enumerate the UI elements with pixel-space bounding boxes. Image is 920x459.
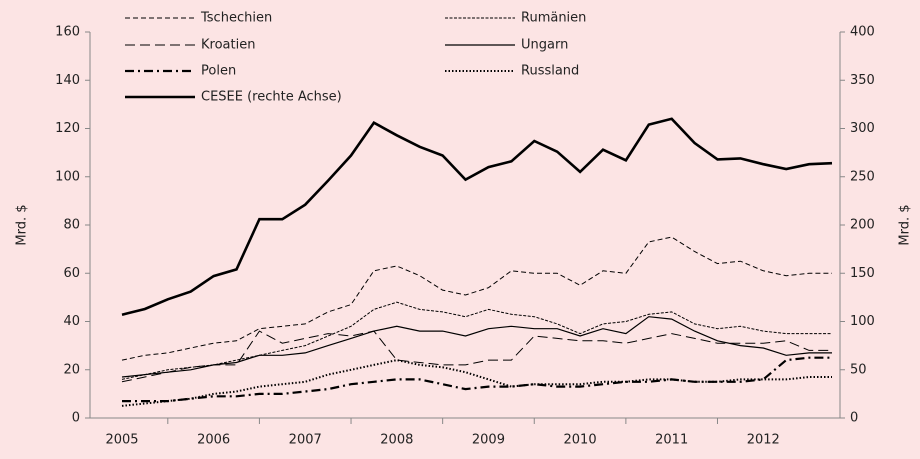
series-line (121, 236, 832, 361)
legend-label: Ungarn (521, 38, 568, 53)
y-tick-label: 0 (72, 411, 80, 426)
y2-tick-label: 50 (850, 362, 867, 377)
series-line (121, 117, 833, 316)
y2-tick-label: 400 (850, 25, 875, 40)
y-tick-label: 20 (63, 362, 80, 377)
legend-label: CESEE (rechte Achse) (201, 90, 342, 105)
x-tick-label: 2005 (105, 433, 138, 448)
y-tick-label: 40 (63, 314, 80, 329)
y-axis-label: Mrd. $ (15, 204, 30, 245)
x-tick-label: 2009 (472, 433, 505, 448)
x-tick-label: 2012 (747, 433, 780, 448)
series-line (122, 356, 832, 403)
y-tick-label: 120 (55, 121, 80, 136)
x-tick-label: 2006 (197, 433, 230, 448)
y2-tick-label: 350 (850, 73, 875, 88)
y2-tick-label: 100 (850, 314, 875, 329)
series-line (121, 301, 832, 380)
y-tick-label: 160 (55, 25, 80, 40)
series-line (121, 359, 832, 407)
y-tick-label: 100 (55, 169, 80, 184)
x-tick-label: 2010 (564, 433, 597, 448)
y2-tick-label: 250 (850, 169, 875, 184)
legend-label: Kroatien (201, 38, 255, 53)
series-line (121, 316, 832, 378)
x-tick-label: 2007 (289, 433, 322, 448)
y2-tick-label: 300 (850, 121, 875, 136)
y2-axis-label: Mrd. $ (898, 204, 913, 245)
y-tick-label: 140 (55, 73, 80, 88)
x-tick-label: 2008 (380, 433, 413, 448)
series-line (121, 330, 832, 383)
legend-label: Tschechien (200, 11, 272, 26)
y2-tick-label: 200 (850, 218, 875, 233)
y-tick-label: 60 (63, 266, 80, 281)
legend-label: Rumänien (521, 11, 586, 26)
y2-tick-label: 0 (850, 411, 858, 426)
y-tick-label: 80 (63, 218, 80, 233)
legend-label: Polen (201, 64, 236, 79)
legend-label: Russland (521, 64, 579, 79)
y2-tick-label: 150 (850, 266, 875, 281)
x-tick-label: 2011 (655, 433, 688, 448)
